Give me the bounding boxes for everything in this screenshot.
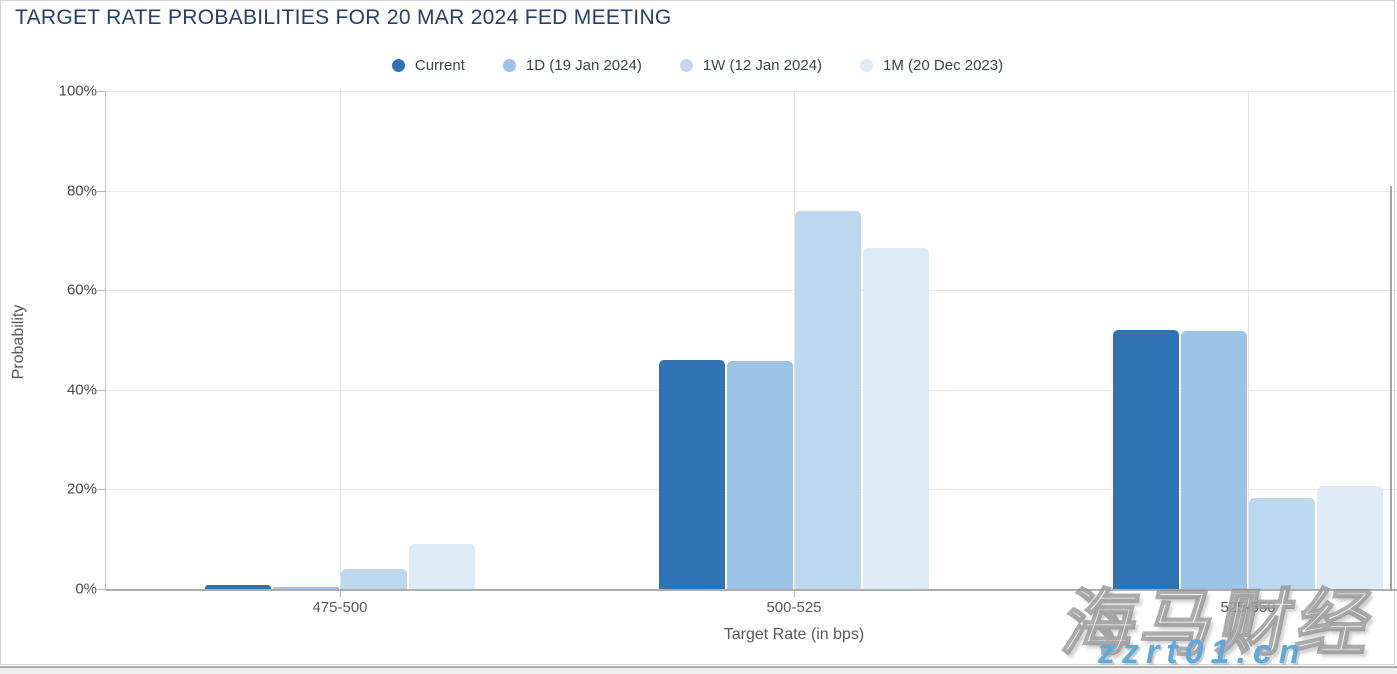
legend-label: 1W (12 Jan 2024) (702, 57, 823, 74)
bar-1w-12-jan-2024-500-525[interactable] (795, 210, 861, 589)
chart-title: TARGET RATE PROBABILITIES FOR 20 MAR 202… (15, 6, 672, 29)
plot-right-border (1390, 186, 1392, 591)
y-axis-tick (97, 91, 105, 92)
bar-1w-12-jan-2024-525-550[interactable] (1249, 497, 1315, 589)
x-category-label-475-500: 475-500 (312, 599, 368, 616)
y-axis-tick (97, 489, 105, 491)
bottom-strip (0, 666, 1397, 674)
bar-current-500-525[interactable] (659, 359, 725, 589)
x-axis-tick (794, 591, 795, 597)
legend-marker-icon (391, 59, 405, 72)
x-gridline (794, 91, 795, 589)
legend-marker-icon (679, 59, 693, 72)
y-tick-label: 60% (66, 281, 97, 299)
bar-current-525-550[interactable] (1113, 330, 1179, 589)
x-axis-line (105, 589, 1397, 591)
y-tick-label: 40% (66, 381, 97, 399)
y-axis-line (105, 91, 106, 591)
bar-1d-19-jan-2024-500-525[interactable] (727, 361, 793, 589)
y-tick-label: 20% (66, 480, 97, 498)
y-gridline (105, 290, 1397, 292)
bar-1m-20-dec-2023-475-500[interactable] (409, 544, 475, 589)
legend: Current 1D (19 Jan 2024) 1W (12 Jan 2024) 1… (1, 57, 1394, 74)
legend-item-1w-12-jan-2024[interactable]: 1W (12 Jan 2024) (679, 57, 823, 74)
legend-label: Current (414, 57, 465, 74)
y-gridline (105, 190, 1397, 192)
y-axis-tick (97, 190, 105, 192)
x-category-label-525-550: 525-550 (1220, 599, 1276, 616)
y-gridline (105, 91, 1397, 92)
x-category-label-500-525: 500-525 (766, 599, 822, 616)
bar-1m-20-dec-2023-500-525[interactable] (863, 247, 929, 589)
bar-1m-20-dec-2023-525-550[interactable] (1317, 485, 1383, 589)
legend-label: 1D (19 Jan 2024) (525, 57, 642, 74)
bar-1d-19-jan-2024-475-500[interactable] (273, 586, 339, 589)
x-axis-title: Target Rate (in bps) (723, 626, 865, 643)
y-tick-label: 0% (75, 580, 97, 598)
legend-marker-icon (860, 59, 874, 72)
legend-item-1d-19-jan-2024[interactable]: 1D (19 Jan 2024) (502, 57, 642, 74)
x-gridline (340, 91, 341, 589)
legend-item-1m-20-dec-2023[interactable]: 1M (20 Dec 2023) (860, 57, 1003, 74)
x-gridline (1248, 91, 1249, 589)
legend-item-current[interactable]: Current (391, 57, 465, 74)
y-tick-label: 100% (58, 82, 97, 100)
y-axis-tick (97, 290, 105, 292)
y-axis-tick (97, 589, 105, 590)
watermark-site-text: zzrt01.cn (1098, 633, 1307, 671)
bar-1w-12-jan-2024-475-500[interactable] (341, 569, 407, 589)
x-axis-tick (1248, 591, 1249, 597)
legend-label: 1M (20 Dec 2023) (883, 57, 1004, 74)
x-axis-tick (340, 591, 341, 597)
y-tick-label: 80% (66, 182, 97, 200)
y-axis-title: Probability (10, 304, 27, 380)
legend-marker-icon (502, 59, 516, 72)
y-axis-tick (97, 389, 105, 391)
bar-current-475-500[interactable] (205, 585, 271, 589)
bar-1d-19-jan-2024-525-550[interactable] (1181, 331, 1247, 589)
